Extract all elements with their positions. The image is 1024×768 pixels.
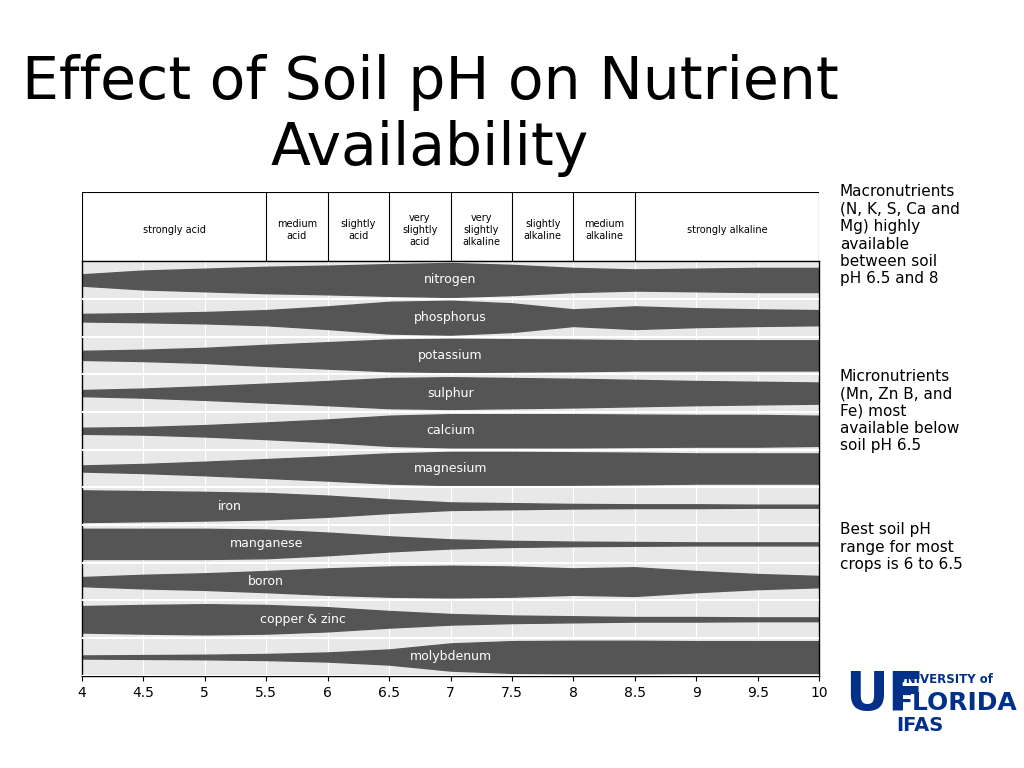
Text: magnesium: magnesium — [414, 462, 487, 475]
Text: iron: iron — [217, 500, 242, 513]
Text: slightly
alkaline: slightly alkaline — [523, 219, 562, 241]
Text: sulphur: sulphur — [427, 386, 474, 399]
Text: UNIVERSITY of: UNIVERSITY of — [896, 674, 993, 686]
Text: very
slightly
acid: very slightly acid — [402, 214, 437, 247]
Text: slightly
acid: slightly acid — [341, 219, 376, 241]
Text: strongly acid: strongly acid — [142, 225, 206, 235]
Text: UF: UF — [845, 669, 924, 721]
Text: potassium: potassium — [418, 349, 483, 362]
Text: very
slightly
alkaline: very slightly alkaline — [462, 214, 501, 247]
Text: Micronutrients
(Mn, Zn B, and
Fe) most
available below
soil pH 6.5: Micronutrients (Mn, Zn B, and Fe) most a… — [840, 369, 959, 453]
Text: calcium: calcium — [426, 424, 475, 437]
Text: boron: boron — [248, 575, 285, 588]
Text: FLORIDA: FLORIDA — [896, 690, 1018, 715]
Text: Best soil pH
range for most
crops is 6 to 6.5: Best soil pH range for most crops is 6 t… — [840, 522, 963, 572]
Text: manganese: manganese — [229, 538, 303, 551]
Text: phosphorus: phosphorus — [414, 311, 487, 324]
Text: Effect of Soil pH on Nutrient
Availability: Effect of Soil pH on Nutrient Availabili… — [22, 54, 839, 177]
Text: strongly alkaline: strongly alkaline — [687, 225, 767, 235]
Text: IFAS: IFAS — [896, 717, 943, 735]
Text: molybdenum: molybdenum — [410, 650, 492, 664]
Text: medium
acid: medium acid — [276, 219, 317, 241]
Text: nitrogen: nitrogen — [424, 273, 477, 286]
Text: Macronutrients
(N, K, S, Ca and
Mg) highly
available
between soil
pH 6.5 and 8: Macronutrients (N, K, S, Ca and Mg) high… — [840, 184, 959, 286]
Text: copper & zinc: copper & zinc — [260, 613, 346, 626]
Text: medium
alkaline: medium alkaline — [584, 219, 625, 241]
